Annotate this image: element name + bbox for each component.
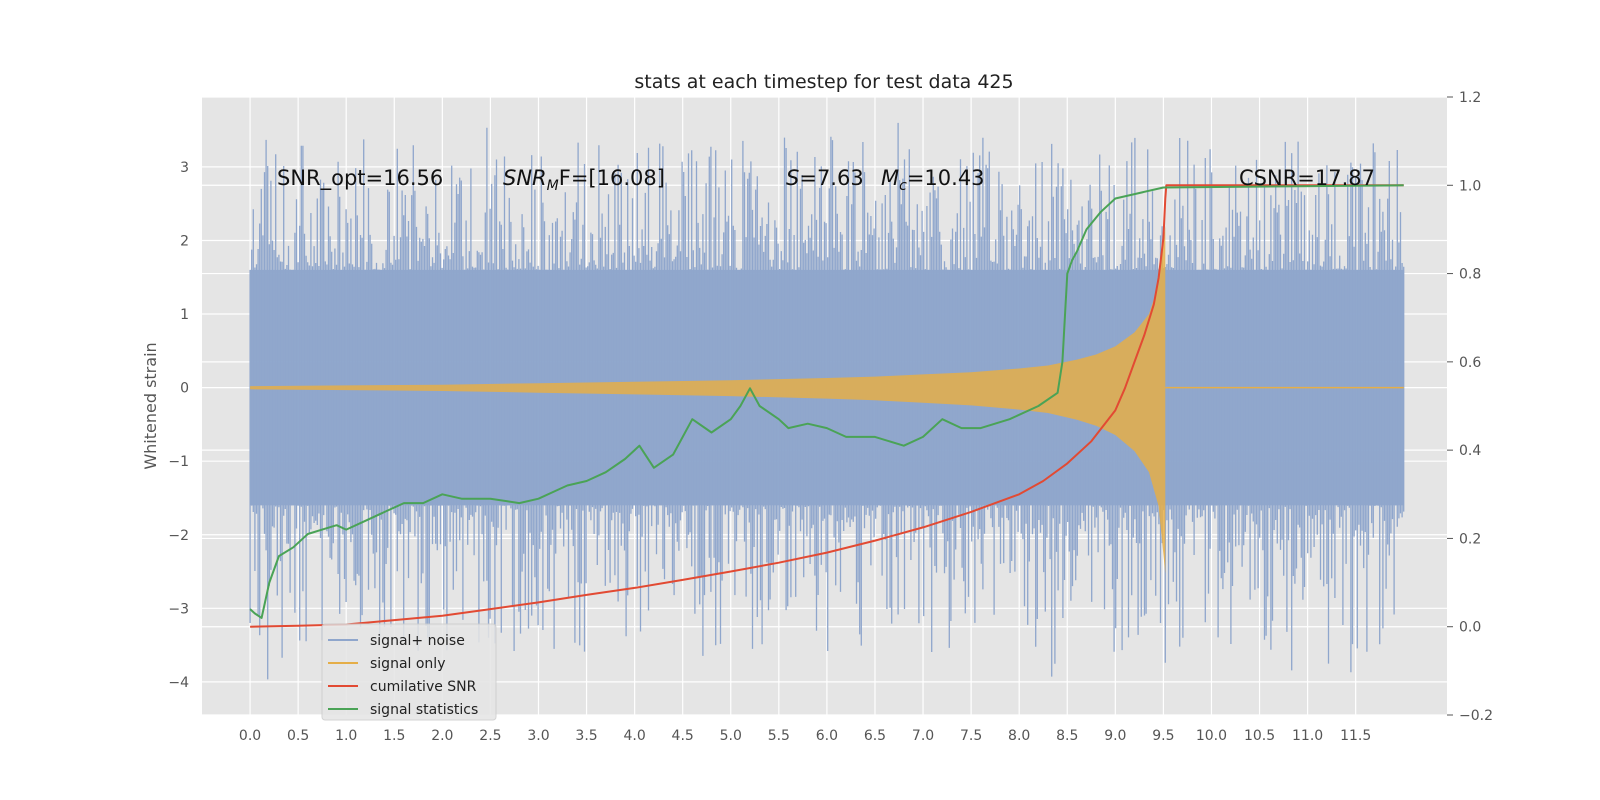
- annotation-csnr: CSNR=17.87: [1239, 166, 1375, 190]
- y-tick-label: 2: [180, 233, 189, 249]
- x-tick-label: 0.5: [287, 728, 309, 744]
- legend-entry: signal only: [370, 656, 445, 672]
- x-tick-label: 7.5: [960, 728, 982, 744]
- x-tick-label: 1.0: [335, 728, 357, 744]
- annotations: SNR_opt=16.56 SNRMF=[16.08] S=7.63 Mc=10…: [277, 166, 1375, 194]
- x-tick-label: 4.0: [623, 728, 645, 744]
- x-tick-label: 6.5: [864, 728, 886, 744]
- x-tick-label: 6.0: [816, 728, 838, 744]
- legend: signal+ noise signal only cumilative SNR si…: [321, 623, 497, 721]
- x-tick-label: 3.5: [575, 728, 597, 744]
- series-lines: [249, 184, 1404, 628]
- y2-tick-label: 1.2: [1459, 90, 1481, 106]
- y2-tick-label: 0.8: [1459, 267, 1481, 283]
- y-tick-label: 3: [180, 160, 189, 176]
- x-tick-label: 7.0: [912, 728, 934, 744]
- snr-mf-main: SNR: [503, 166, 547, 190]
- y-tick-label: 1: [180, 307, 189, 323]
- y2-tick-label: 0.4: [1459, 443, 1481, 459]
- x-tick-label: 11.5: [1340, 728, 1371, 744]
- snr-mf-rest: F=[16.08]: [559, 166, 665, 190]
- y-tick-label: −3: [168, 601, 189, 617]
- x-tick-label: 8.5: [1056, 728, 1078, 744]
- mc-val: =10.43: [907, 166, 985, 190]
- y-tick-label: −2: [168, 528, 189, 544]
- x-tick-label: 5.0: [720, 728, 742, 744]
- y2-tick-label: 0.2: [1459, 531, 1481, 547]
- x-tick-label: 5.5: [768, 728, 790, 744]
- legend-entry: signal statistics: [370, 702, 478, 718]
- y2-tick-label: 0.0: [1459, 620, 1481, 636]
- legend-entry: cumilative SNR: [370, 679, 477, 695]
- x-tick-label: 9.5: [1152, 728, 1174, 744]
- annotation-snr-opt: SNR_opt=16.56: [277, 166, 443, 191]
- mc-var: M: [881, 166, 899, 190]
- s-var: S: [786, 166, 799, 190]
- x-tick-label: 9.0: [1104, 728, 1126, 744]
- line-signal-statistics: [249, 184, 1404, 619]
- chart-title: stats at each timestep for test data 425: [634, 71, 1013, 93]
- axes: 0.0 0.5 1.0 1.5 2.0 2.5 3.0 3.5 4.0 4.5 5.0 5.5 6.0 6…: [168, 90, 1493, 744]
- annotation-snr-mf: SNRMF=[16.08]: [503, 166, 665, 194]
- y-tick-label: −4: [168, 675, 189, 691]
- y2-tick-label: 0.6: [1459, 355, 1481, 371]
- y-tick-label: 0: [180, 381, 189, 397]
- signal-envelope: [250, 225, 1166, 574]
- annotation-mc: Mc=10.43: [881, 166, 985, 194]
- y2-tick-label: −0.2: [1459, 708, 1493, 724]
- x-tick-label: 4.5: [672, 728, 694, 744]
- annotation-s: S=7.63: [786, 166, 864, 190]
- x-tick-label: 2.0: [431, 728, 453, 744]
- s-val: =7.63: [799, 166, 863, 190]
- snr-mf-sub: M: [547, 178, 559, 194]
- x-tick-label: 11.0: [1292, 728, 1323, 744]
- y-axis-label: Whitened strain: [141, 342, 160, 469]
- mc-sub: c: [899, 178, 907, 194]
- x-tick-label: 10.0: [1196, 728, 1227, 744]
- x-tick-label: 2.5: [479, 728, 501, 744]
- x-tick-label: 1.5: [383, 728, 405, 744]
- x-tick-label: 3.0: [527, 728, 549, 744]
- line-cumulative-snr: [250, 184, 1404, 628]
- x-tick-label: 8.0: [1008, 728, 1030, 744]
- y-tick-label: −1: [168, 454, 189, 470]
- x-tick-label: 0.0: [239, 728, 261, 744]
- y2-tick-label: 1.0: [1459, 178, 1481, 194]
- x-tick-label: 10.5: [1244, 728, 1275, 744]
- series-signal-only: [250, 225, 1404, 574]
- legend-box: [321, 623, 497, 721]
- legend-entry: signal+ noise: [370, 633, 465, 649]
